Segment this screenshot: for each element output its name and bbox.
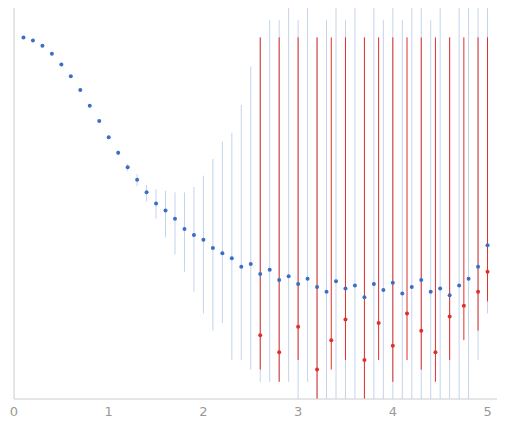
svg-text:4: 4 <box>389 404 397 419</box>
svg-text:1: 1 <box>105 404 113 419</box>
svg-text:0: 0 <box>10 404 18 419</box>
svg-text:2: 2 <box>199 404 207 419</box>
svg-text:5: 5 <box>483 404 491 419</box>
svg-text:3: 3 <box>294 404 302 419</box>
